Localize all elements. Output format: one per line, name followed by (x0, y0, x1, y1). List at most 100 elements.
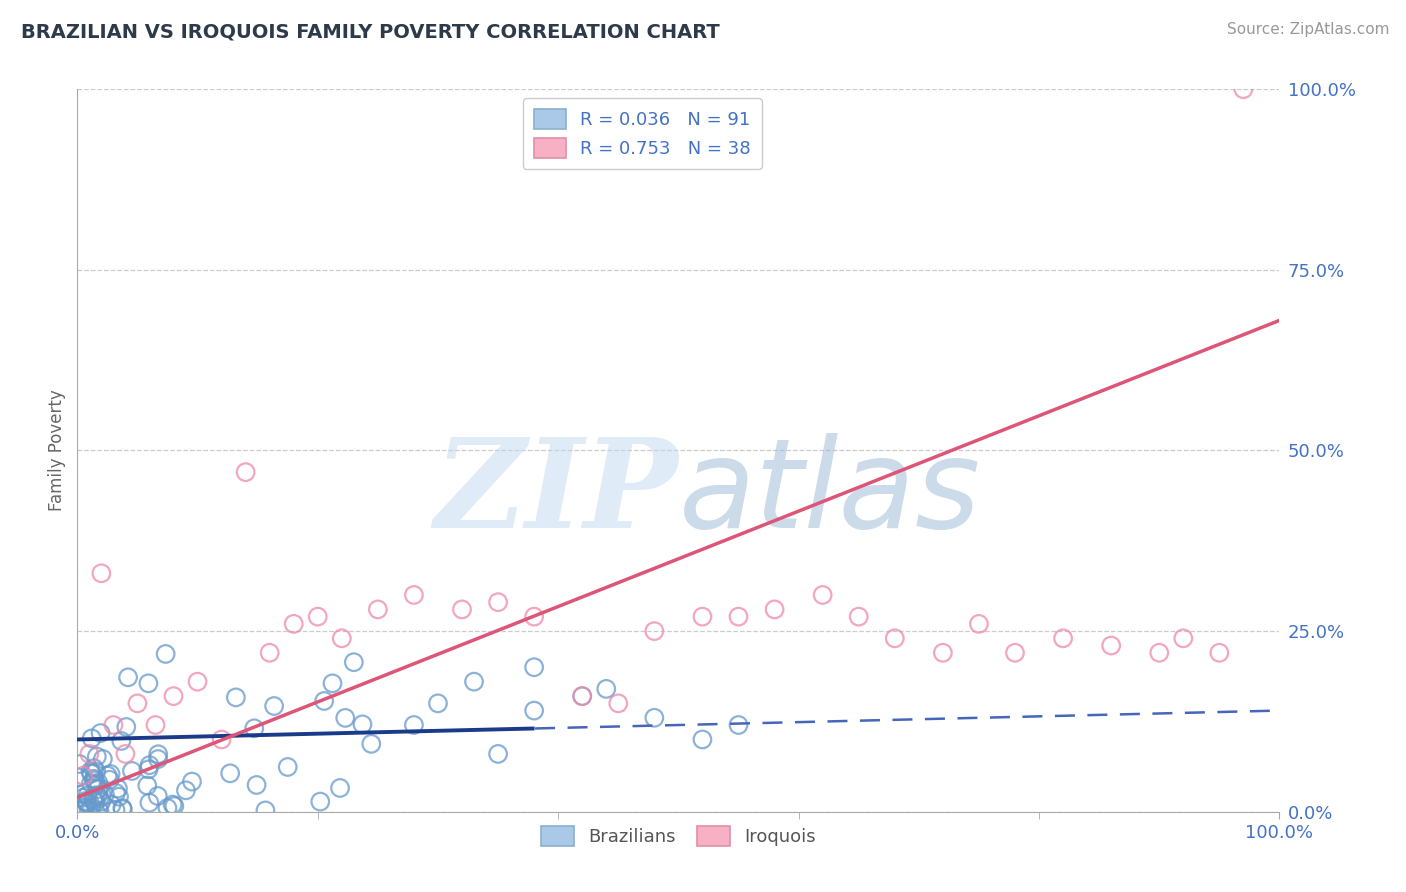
Point (83, 761, 105, 775)
Point (245, 778, 267, 792)
Point (111, 801, 134, 815)
Point (352, 717, 374, 731)
Point (225, 690, 247, 705)
Text: atlas: atlas (679, 434, 980, 554)
Point (277, 760, 299, 774)
Point (186, 674, 209, 689)
Point (811, 588, 834, 602)
Point (360, 737, 382, 751)
Point (67, 771, 90, 785)
Point (523, 660, 546, 674)
Point (70, 800, 93, 814)
Point (486, 595, 509, 609)
Point (73, 786, 96, 800)
Point (163, 799, 186, 814)
Point (138, 676, 160, 690)
Point (67, 757, 90, 772)
Point (84, 764, 107, 779)
Legend: Brazilians, Iroquois: Brazilians, Iroquois (534, 819, 823, 854)
Point (84, 789, 107, 803)
Point (80, 776, 103, 790)
Point (254, 804, 277, 818)
Point (98, 772, 121, 787)
Point (486, 747, 509, 761)
Point (83, 772, 105, 786)
Point (100, 767, 122, 781)
Point (103, 718, 125, 732)
Point (259, 646, 281, 660)
Point (402, 718, 425, 732)
Point (211, 732, 233, 747)
Point (335, 711, 357, 725)
Point (727, 609, 749, 624)
Point (1232, 82, 1254, 96)
Point (84, 778, 107, 792)
Point (367, 602, 389, 616)
Point (883, 632, 905, 646)
Point (86, 789, 108, 803)
Point (111, 802, 134, 816)
Point (115, 720, 138, 734)
Point (643, 624, 665, 639)
Point (136, 779, 159, 793)
Point (848, 609, 870, 624)
Point (932, 646, 955, 660)
Point (80, 800, 103, 814)
Point (121, 764, 143, 778)
Point (607, 696, 630, 710)
Point (1173, 632, 1195, 646)
Point (263, 699, 285, 714)
Point (181, 774, 204, 789)
Point (82, 793, 104, 807)
Point (1004, 646, 1026, 660)
Point (75, 794, 97, 808)
Point (97, 768, 120, 782)
Point (76, 796, 98, 810)
Point (402, 588, 425, 602)
Point (162, 797, 184, 812)
Y-axis label: Family Poverty: Family Poverty (48, 390, 66, 511)
Point (692, 609, 714, 624)
Point (76, 789, 98, 803)
Point (83, 773, 105, 788)
Point (104, 803, 127, 817)
Point (138, 762, 160, 776)
Point (243, 721, 266, 735)
Point (156, 801, 179, 815)
Point (86, 749, 108, 764)
Point (427, 696, 450, 710)
Point (1099, 639, 1122, 653)
Point (309, 795, 332, 809)
Point (90, 726, 112, 740)
Text: Source: ZipAtlas.com: Source: ZipAtlas.com (1226, 22, 1389, 37)
Point (82, 791, 104, 805)
Point (89, 791, 111, 805)
Point (84, 796, 107, 810)
Point (138, 796, 160, 810)
Point (727, 718, 749, 732)
Point (72, 769, 94, 783)
Point (451, 602, 474, 616)
Text: BRAZILIAN VS IROQUOIS FAMILY POVERTY CORRELATION CHART: BRAZILIAN VS IROQUOIS FAMILY POVERTY COR… (21, 22, 720, 41)
Point (100, 797, 122, 812)
Point (321, 676, 343, 690)
Point (692, 732, 714, 747)
Point (219, 766, 242, 780)
Point (155, 647, 177, 661)
Point (146, 752, 169, 766)
Point (283, 616, 305, 631)
Point (107, 781, 129, 796)
Point (523, 704, 546, 718)
Point (146, 789, 169, 803)
Point (127, 696, 149, 710)
Point (595, 681, 617, 696)
Point (79, 747, 101, 761)
Point (571, 689, 593, 703)
Point (463, 674, 485, 689)
Point (343, 655, 366, 669)
Point (307, 609, 329, 624)
Point (763, 602, 786, 616)
Point (73, 801, 96, 815)
Point (148, 747, 170, 762)
Point (87, 775, 110, 789)
